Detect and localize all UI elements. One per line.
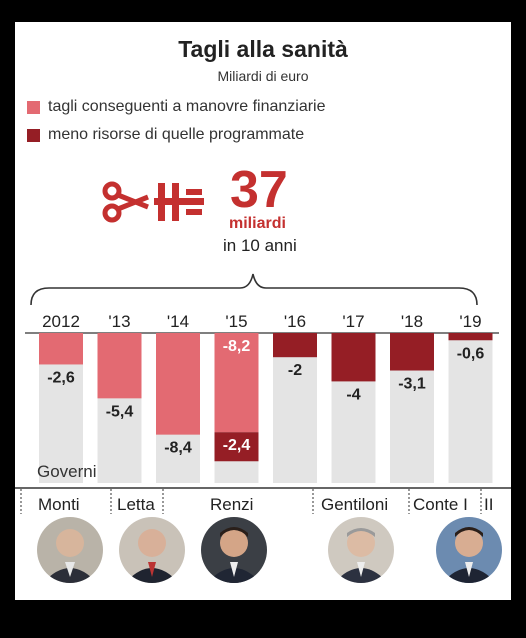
legend-label-manovre: tagli conseguenti a manovre finanziarie [48,98,326,115]
year-label: '18 [401,312,423,331]
gov-name-letta: Letta [117,495,155,514]
chart-subtitle: Miliardi di euro [217,68,309,84]
legend-swatch-risorse [27,128,40,142]
headline-value: 37 [230,161,288,219]
legend-swatch-manovre [27,100,40,114]
data-label: -8,2 [223,338,251,355]
data-label: -8,4 [164,440,192,457]
data-label: -2 [288,362,302,379]
data-bar [448,333,493,341]
data-bar [390,333,434,371]
data-label: -4 [346,386,360,403]
data-bar [97,333,142,399]
data-bar [331,333,376,382]
governments-label: Governi [37,462,97,481]
legend-item-manovre: tagli conseguenti a manovre finanziarie [27,98,326,116]
year-label: '19 [459,312,481,331]
gov-name-renzi: Renzi [210,495,254,514]
year-label: '16 [284,312,306,331]
data-label: -2,6 [47,369,75,386]
data-bar [39,333,83,365]
period-brace [30,273,478,306]
year-label: '14 [167,312,189,331]
legend-label-risorse: meno risorse di quelle programmate [48,126,305,143]
gov-name-monti: Monti [38,495,80,514]
letta-portrait [119,517,185,583]
year-label: '17 [342,312,364,331]
gov-name-gentiloni: Gentiloni [321,495,389,514]
data-label: -0,6 [457,345,485,362]
conte-portrait [436,517,502,583]
year-label: 2012 [42,312,80,331]
scissors-cut-icon [102,181,204,223]
infographic-card: Tagli alla sanità Miliardi di euro tagli… [15,22,511,600]
chart-title: Tagli alla sanità [178,36,348,62]
year-label: '15 [225,312,247,331]
gov-name-conte-ii: II [484,495,494,514]
data-bar [156,333,200,435]
monti-portrait [37,517,103,583]
legend-item-risorse: meno risorse di quelle programmate [27,126,304,144]
gentiloni-portrait [328,517,394,583]
year-label: '13 [108,312,130,331]
bar-column-bg [273,333,317,483]
data-label: -2,4 [223,437,251,454]
data-bar [214,432,259,462]
headline-period: in 10 anni [223,236,297,255]
renzi-portrait [201,517,267,583]
bar-chart: 2012 '13 '14 '15 '16 '17 '18 '19 -2,6 -5,4 -8,4 -8,… [15,273,511,514]
data-bar [214,333,259,433]
data-label: -3,1 [398,376,426,393]
headline-unit: miliardi [229,215,286,232]
data-label: -5,4 [106,403,134,420]
data-bar [273,333,317,358]
bar-column-bg [448,333,493,483]
gov-name-conte-i: Conte I [413,495,468,514]
